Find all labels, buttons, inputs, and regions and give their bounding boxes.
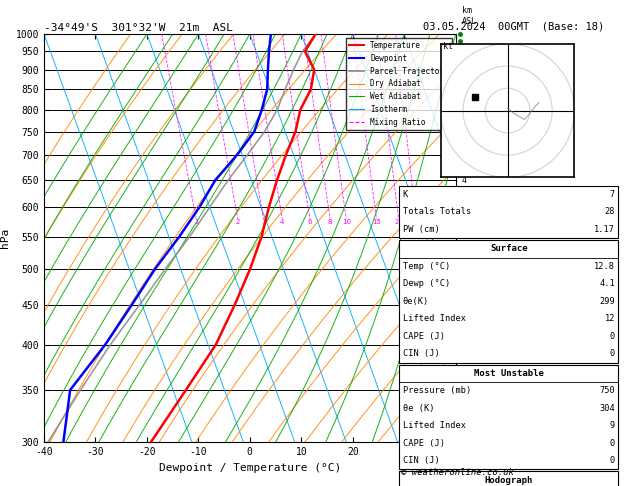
Text: 6: 6 [462,300,467,309]
Text: 750: 750 [599,386,615,395]
Text: θe (K): θe (K) [403,404,434,413]
Text: LCL: LCL [462,47,476,56]
Text: 12.8: 12.8 [594,262,615,271]
Text: 28: 28 [604,208,615,216]
Text: Temp (°C): Temp (°C) [403,262,450,271]
Text: 7: 7 [462,340,467,349]
Text: 10: 10 [342,219,351,225]
Text: 3: 3 [462,151,467,159]
Text: Pressure (mb): Pressure (mb) [403,386,471,395]
Text: 03.05.2024  00GMT  (Base: 18): 03.05.2024 00GMT (Base: 18) [423,22,604,32]
Text: CIN (J): CIN (J) [403,349,439,358]
Text: CAPE (J): CAPE (J) [403,332,445,341]
Text: Hodograph: Hodograph [485,476,533,485]
Text: 1.17: 1.17 [594,225,615,234]
Text: 8: 8 [462,438,467,447]
Text: Lifted Index: Lifted Index [403,314,465,323]
Text: 1: 1 [194,219,198,225]
Text: 12: 12 [604,314,615,323]
Text: 6: 6 [308,219,312,225]
Text: 4: 4 [280,219,284,225]
Text: -34°49'S  301°32'W  21m  ASL: -34°49'S 301°32'W 21m ASL [44,23,233,33]
Text: 2: 2 [235,219,240,225]
Text: 3: 3 [261,219,265,225]
Text: 0: 0 [610,456,615,465]
Text: © weatheronline.co.uk: © weatheronline.co.uk [401,469,514,477]
Text: km
ASL: km ASL [462,6,477,26]
Text: Totals Totals: Totals Totals [403,208,471,216]
Text: kt: kt [443,42,453,52]
Y-axis label: hPa: hPa [0,228,10,248]
Text: 0: 0 [610,349,615,358]
Text: CAPE (J): CAPE (J) [403,439,445,448]
Text: Dewp (°C): Dewp (°C) [403,279,450,288]
Text: 2: 2 [462,105,467,114]
Text: K: K [403,190,408,199]
Text: 9: 9 [610,421,615,430]
Text: Surface: Surface [490,244,528,253]
Text: 25: 25 [412,219,421,225]
X-axis label: Dewpoint / Temperature (°C): Dewpoint / Temperature (°C) [159,463,341,473]
Text: 304: 304 [599,404,615,413]
Text: 0: 0 [610,332,615,341]
Text: 5: 5 [462,232,467,241]
Text: CIN (J): CIN (J) [403,456,439,465]
Text: Lifted Index: Lifted Index [403,421,465,430]
Text: θe(K): θe(K) [403,297,429,306]
Text: 7: 7 [610,190,615,199]
Text: 8: 8 [328,219,332,225]
Legend: Temperature, Dewpoint, Parcel Trajectory, Dry Adiabat, Wet Adiabat, Isotherm, Mi: Temperature, Dewpoint, Parcel Trajectory… [345,38,452,130]
Text: 15: 15 [372,219,381,225]
Text: 0: 0 [610,439,615,448]
Text: Most Unstable: Most Unstable [474,369,544,378]
Text: PW (cm): PW (cm) [403,225,439,234]
Text: 20: 20 [394,219,403,225]
Text: 299: 299 [599,297,615,306]
Text: 4: 4 [462,175,467,185]
Text: 4.1: 4.1 [599,279,615,288]
